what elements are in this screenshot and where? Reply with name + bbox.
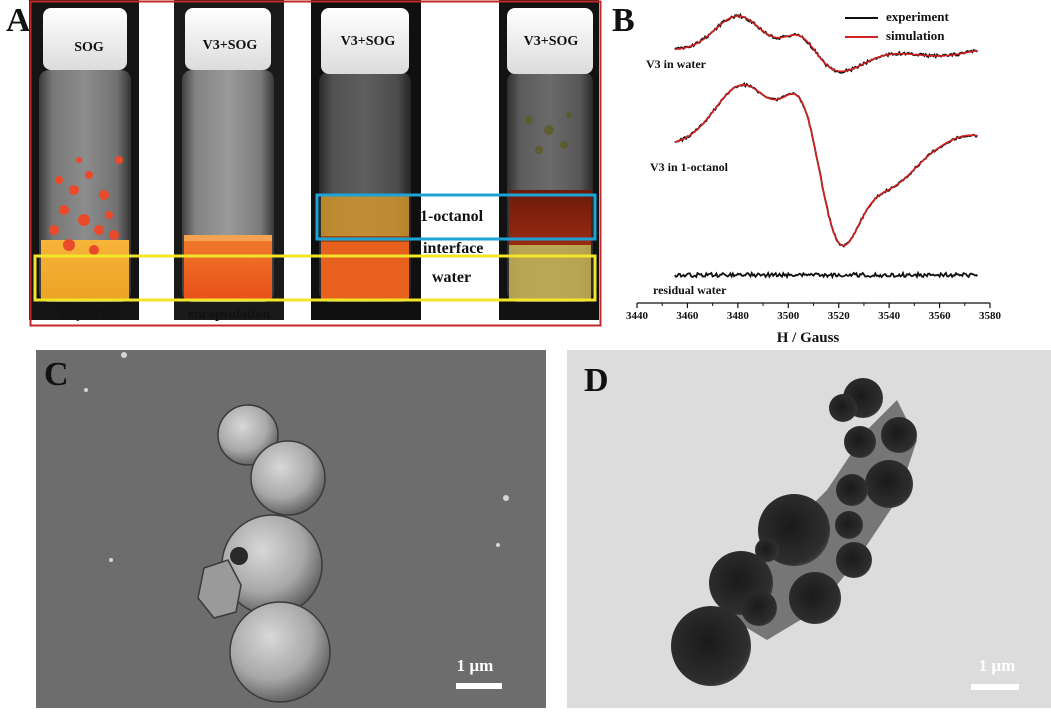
x-axis-title: H / Gauss [776, 330, 840, 346]
x-axis-ticks [636, 303, 991, 308]
x-tick-label-3560: 3560 [928, 310, 951, 322]
sem-image [36, 350, 546, 708]
legend-simulation-label: simulation [886, 28, 945, 43]
legend-experiment-label: experiment [886, 9, 949, 24]
vial-1-cap-label: SOG [74, 40, 104, 55]
x-tick-label-3460: 3460 [676, 310, 699, 322]
x-tick-label-3500: 3500 [777, 310, 800, 322]
epr-traces [674, 12, 979, 280]
tem-scale-label: 1 µm [978, 656, 1016, 675]
panel-b-letter: B [612, 2, 635, 39]
vial-4-cap-label: V3+SOG [523, 34, 579, 49]
trace-label-water: V3 in water [646, 57, 706, 71]
panel-c-letter: C [44, 356, 69, 393]
x-tick-label-3540: 3540 [878, 310, 901, 322]
trace-octanol-simulation [674, 83, 978, 247]
vial-4-caption: after 12 h [519, 307, 577, 322]
x-tick-label-3580: 3580 [979, 310, 1001, 322]
tem-image [567, 350, 1051, 708]
vial-3-caption: before transfer [322, 307, 412, 322]
sem-scale-label: 1 µm [456, 656, 494, 675]
layer-label-octanol: 1-octanol [420, 208, 484, 225]
trace-water-simulation [674, 15, 978, 73]
vials-photo [29, 0, 602, 327]
tem-scale-bar [971, 684, 1019, 690]
x-tick-label-3520: 3520 [827, 310, 850, 322]
trace-label-octanol: V3 in 1-octanol [650, 160, 728, 174]
layer-label-interface: interface [423, 240, 484, 257]
trace-residual-experiment [674, 270, 979, 280]
sem-micrograph [36, 350, 546, 708]
epr-chart [630, 0, 1040, 345]
trace-label-residual: residual water [653, 283, 727, 297]
vial-3-cap-label: V3+SOG [340, 34, 396, 49]
layer-label-water: water [432, 269, 472, 286]
sem-scale-bar [456, 683, 502, 689]
panel-d-letter: D [584, 362, 609, 399]
vial-2-caption: encapsulation [187, 307, 271, 322]
panel-a-photo [29, 0, 602, 327]
x-tick-label-3440: 3440 [626, 310, 648, 322]
epr-chart-svg [636, 12, 991, 308]
x-tick-label-3480: 3480 [726, 310, 749, 322]
tem-micrograph [567, 350, 1051, 708]
vial-1-caption: only SOG [57, 307, 117, 322]
vial-2-cap-label: V3+SOG [202, 38, 258, 53]
panel-a-letter: A [6, 2, 31, 39]
